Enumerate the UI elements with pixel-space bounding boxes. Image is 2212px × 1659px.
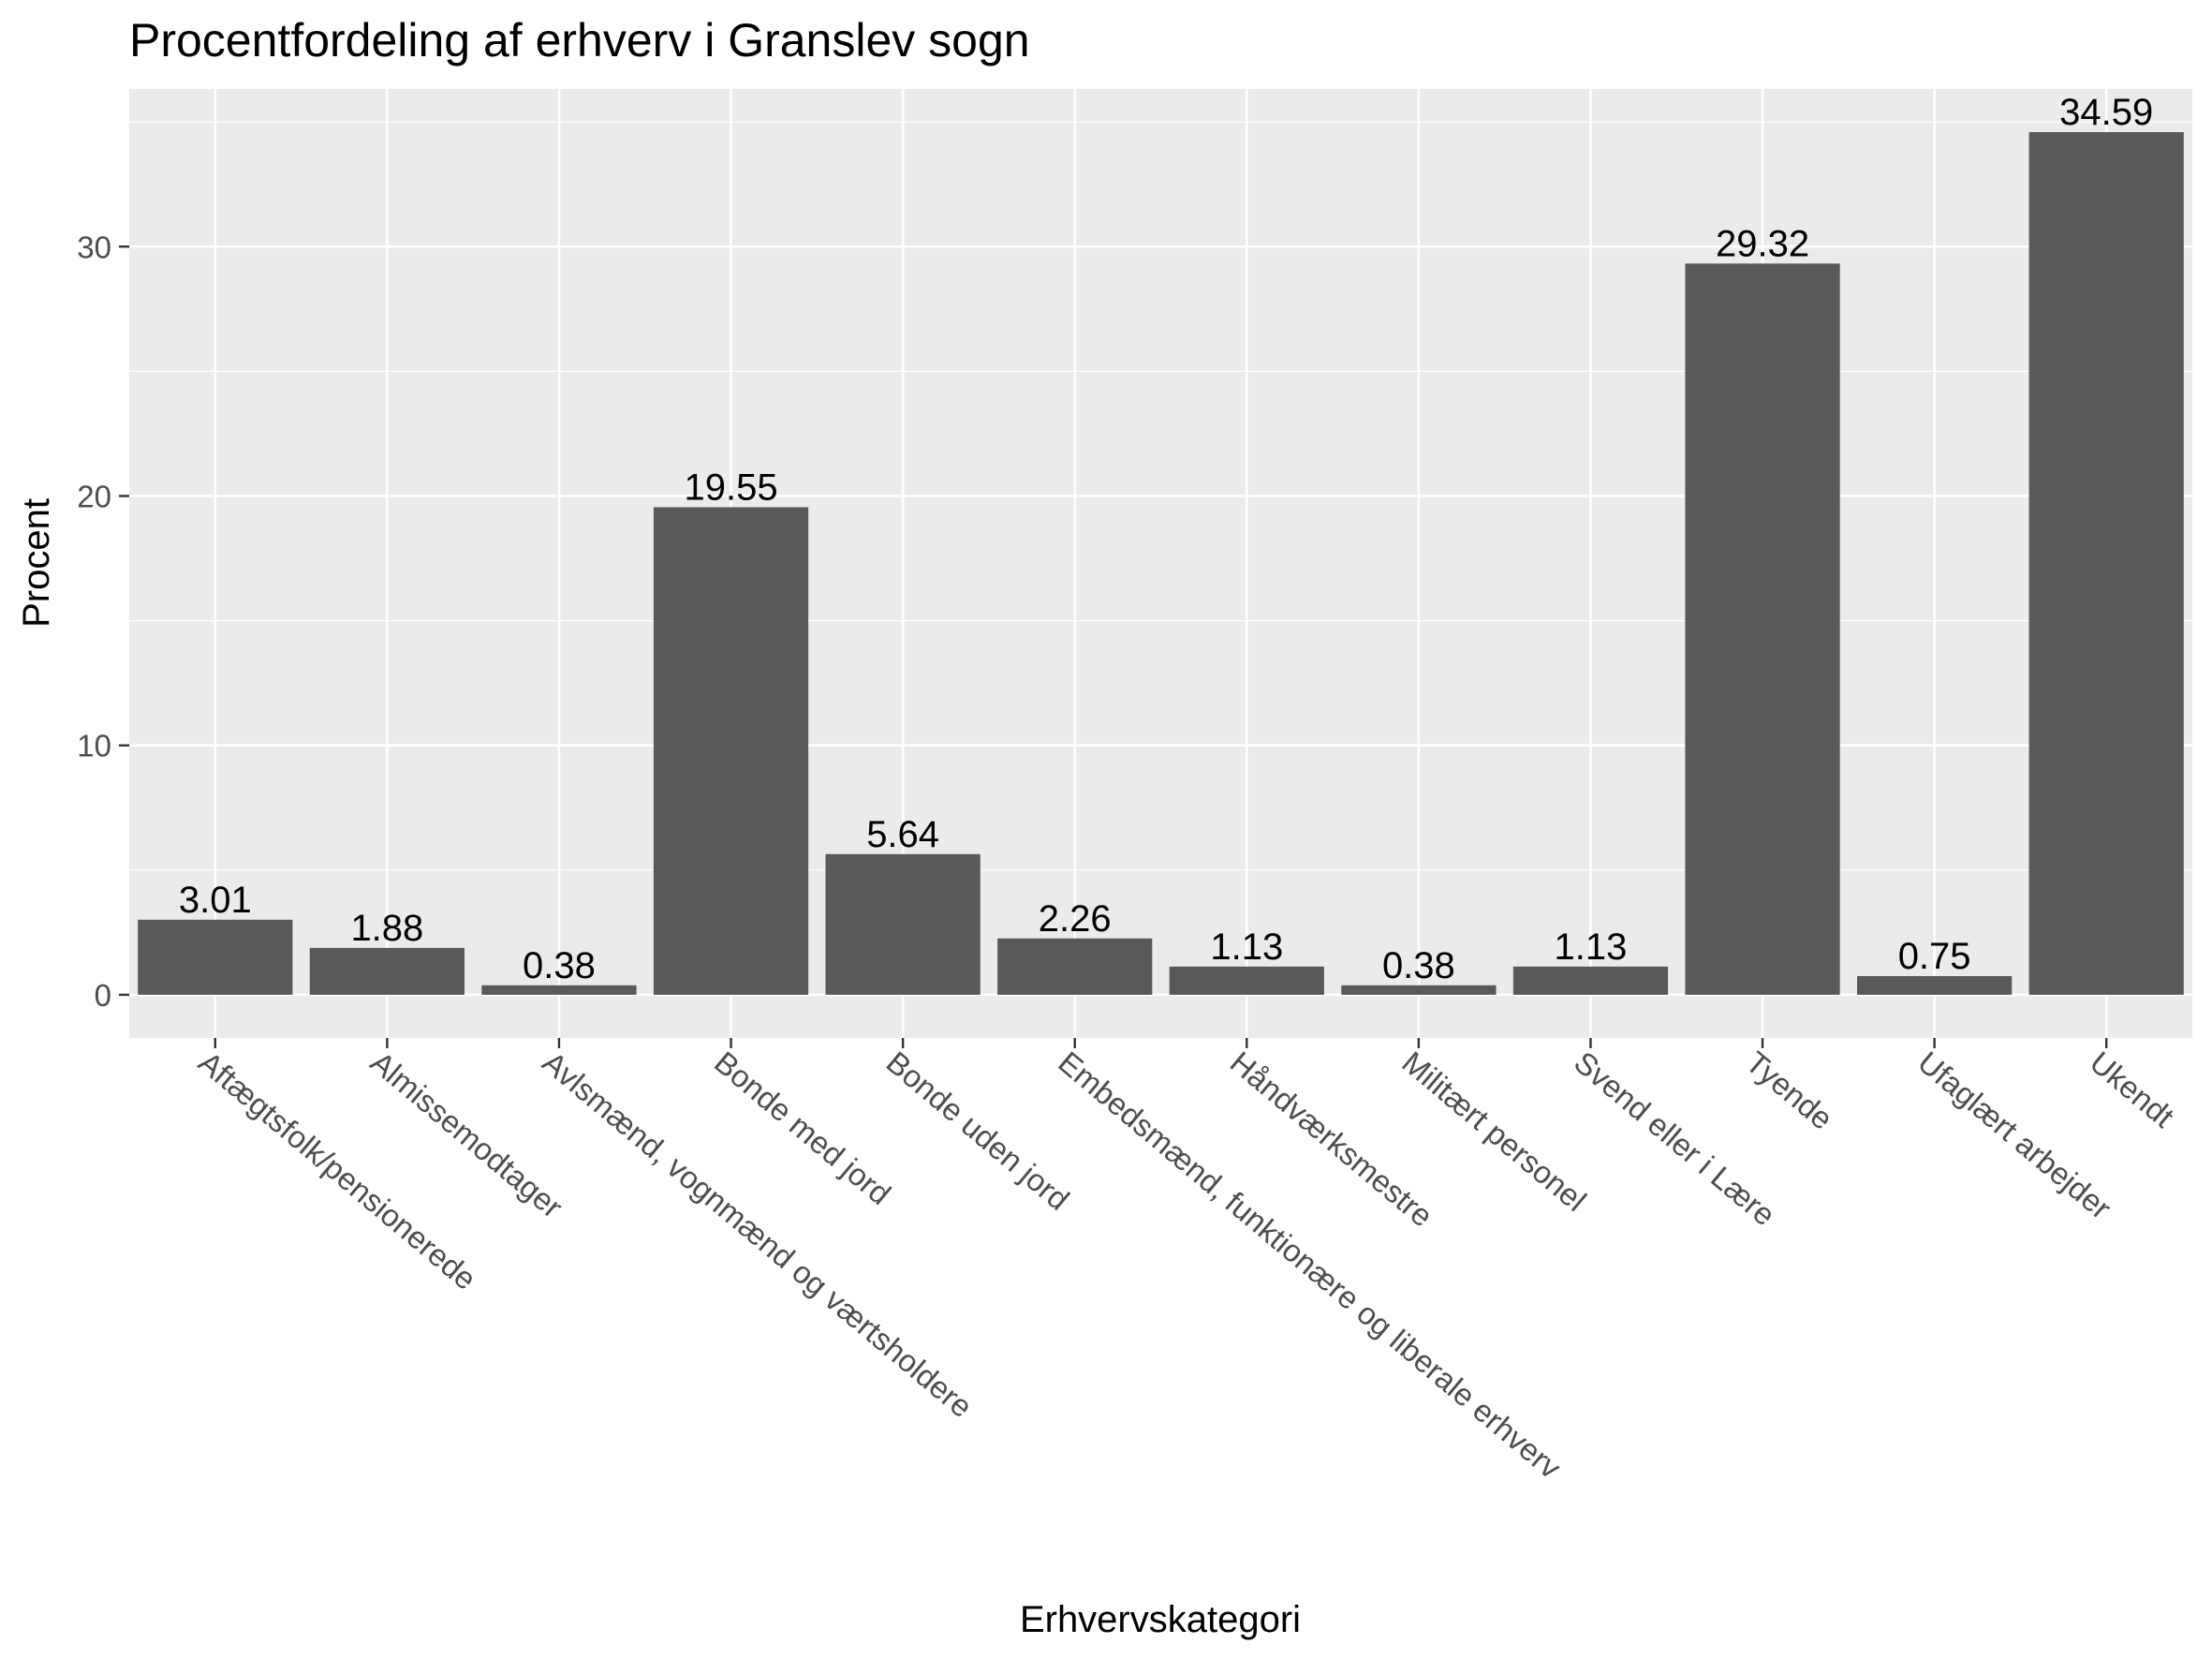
bar bbox=[825, 853, 981, 995]
data-label: 29.32 bbox=[1716, 223, 1809, 264]
data-label: 0.38 bbox=[523, 945, 596, 986]
bar bbox=[2028, 132, 2184, 995]
x-tick-label: Aftægtsfolk/pensionerede bbox=[192, 1044, 482, 1296]
y-tick-label: 20 bbox=[77, 479, 111, 513]
x-tick-label: Bonde uden jord bbox=[880, 1044, 1076, 1217]
chart-title: Procentfordeling af erhverv i Granslev s… bbox=[129, 14, 1030, 67]
bar bbox=[1341, 985, 1497, 995]
bar bbox=[309, 947, 465, 995]
y-tick-label: 30 bbox=[77, 230, 111, 264]
bar bbox=[481, 985, 637, 995]
data-label: 19.55 bbox=[684, 467, 777, 508]
bar bbox=[1169, 966, 1324, 995]
bar bbox=[997, 938, 1153, 995]
y-axis: 0 10 20 30 bbox=[77, 230, 129, 1013]
bars bbox=[138, 132, 2184, 995]
bar bbox=[1857, 975, 2013, 995]
data-label: 0.75 bbox=[1898, 936, 1971, 977]
y-tick-label: 10 bbox=[77, 729, 111, 763]
data-label: 3.01 bbox=[179, 880, 252, 921]
grid-minor bbox=[129, 121, 2192, 871]
x-tick-label: Ukendt bbox=[2084, 1044, 2181, 1134]
data-label: 1.88 bbox=[350, 908, 423, 949]
plot-panel bbox=[129, 89, 2192, 1038]
bar bbox=[653, 507, 809, 995]
data-label: 34.59 bbox=[2059, 92, 2153, 133]
data-label: 1.13 bbox=[1555, 926, 1628, 968]
y-axis-title: Procent bbox=[16, 498, 57, 628]
data-label: 2.26 bbox=[1039, 898, 1112, 940]
bar bbox=[1512, 966, 1669, 995]
data-label: 0.38 bbox=[1382, 945, 1455, 986]
y-tick-label: 0 bbox=[95, 978, 111, 1013]
x-axis-title: Erhvervskategori bbox=[1020, 1599, 1301, 1640]
data-label: 1.13 bbox=[1210, 926, 1283, 968]
x-axis: Aftægtsfolk/pensioneredeAlmissemodtagerA… bbox=[192, 1038, 2181, 1486]
x-tick-label: Tyende bbox=[1740, 1044, 1840, 1136]
data-label: 5.64 bbox=[866, 814, 939, 855]
x-tick-label: Bonde med jord bbox=[708, 1044, 897, 1211]
data-labels: 3.01 1.88 0.38 19.55 5.64 2.26 1.13 0.38 1.13 29.… bbox=[179, 92, 2153, 986]
bar bbox=[138, 919, 293, 995]
bar bbox=[1685, 263, 1840, 995]
x-tick-label: Militært personel bbox=[1395, 1044, 1593, 1218]
